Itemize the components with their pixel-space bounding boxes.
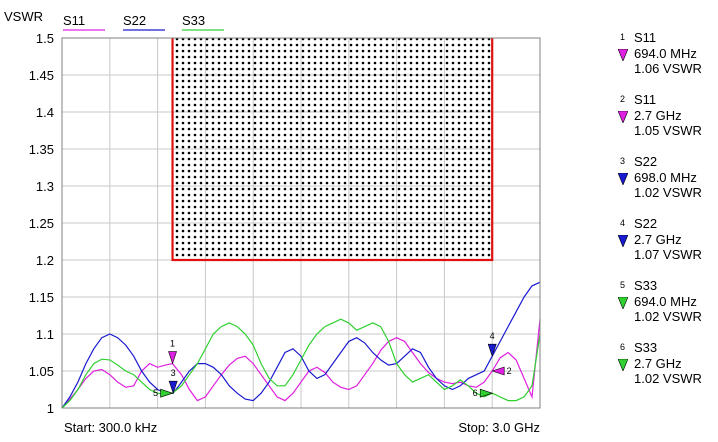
marker-triangle-icon [618, 49, 628, 61]
marker-table: 1 S11 694.0 MHz 1.06 VSWR 2 S11 2.7 GHz … [616, 30, 716, 402]
marker-5-label: 5 [153, 388, 158, 398]
plot-frame [61, 37, 541, 409]
stop-frequency-label: Stop: 3.0 GHz [458, 420, 540, 435]
marker-6-label: 6 [473, 388, 478, 398]
y-tick-label: 1 [47, 401, 54, 416]
marker-entry-6[interactable]: 6 S33 2.7 GHz 1.02 VSWR [616, 340, 716, 402]
y-tick-label: 1.5 [36, 31, 54, 46]
y-tick-label: 1.15 [29, 290, 54, 305]
marker-trace: S22 [634, 154, 658, 169]
y-tick-label: 1.2 [36, 253, 54, 268]
marker-frequency: 694.0 MHz [634, 46, 697, 61]
legend-label-s22: S22 [123, 13, 146, 28]
marker-frequency: 698.0 MHz [634, 170, 697, 185]
legend-item-s33[interactable]: S33 [182, 13, 224, 31]
markers: 1 2 3 4 5 6 [153, 331, 512, 398]
marker-4-label: 4 [490, 331, 495, 341]
marker-index: 5 [620, 280, 626, 290]
marker-trace: S11 [634, 92, 657, 107]
marker-triangle-icon [618, 297, 628, 309]
start-frequency-label: Start: 300.0 kHz [64, 420, 157, 435]
marker-trace: S22 [634, 216, 658, 231]
limit-mask-fill [172, 38, 493, 260]
legend-item-s11[interactable]: S11 [63, 13, 105, 31]
y-axis-label: VSWR [4, 9, 43, 24]
marker-entry-1[interactable]: 1 S11 694.0 MHz 1.06 VSWR [616, 30, 716, 92]
marker-frequency: 2.7 GHz [634, 232, 682, 247]
marker-value: 1.06 VSWR [634, 61, 702, 76]
y-tick-label: 1.25 [29, 216, 54, 231]
marker-triangle-icon [618, 111, 628, 123]
y-tick-label: 1.05 [29, 364, 54, 379]
y-tick-label: 1.1 [36, 327, 54, 342]
marker-1-label: 1 [170, 339, 175, 349]
marker-value: 1.05 VSWR [634, 123, 702, 138]
marker-entry-5[interactable]: 5 S33 694.0 MHz 1.02 VSWR [616, 278, 716, 340]
trace-s22 [61, 281, 541, 409]
marker-trace: S11 [634, 30, 657, 45]
trace-s33 [61, 318, 541, 409]
legend[interactable]: S11 S22 S33 [63, 13, 224, 31]
marker-frequency: 2.7 GHz [634, 356, 682, 371]
marker-2-icon [491, 366, 505, 376]
marker-index: 1 [620, 32, 626, 42]
legend-label-s11: S11 [63, 13, 85, 28]
marker-2-label: 2 [507, 366, 512, 376]
marker-entry-4[interactable]: 4 S22 2.7 GHz 1.07 VSWR [616, 216, 716, 278]
marker-value: 1.07 VSWR [634, 247, 702, 262]
marker-3-icon [168, 380, 178, 395]
marker-entry-3[interactable]: 3 S22 698.0 MHz 1.02 VSWR [616, 154, 716, 216]
marker-entry-2[interactable]: 2 S11 2.7 GHz 1.05 VSWR [616, 92, 716, 154]
marker-index: 2 [620, 94, 626, 104]
limit-line [171, 38, 494, 262]
marker-value: 1.02 VSWR [634, 185, 702, 200]
marker-3-label: 3 [171, 368, 176, 378]
legend-label-s33: S33 [182, 13, 205, 28]
legend-item-s22[interactable]: S22 [123, 13, 165, 31]
marker-trace: S33 [634, 278, 658, 293]
marker-value: 1.02 VSWR [634, 309, 702, 324]
marker-frequency: 694.0 MHz [634, 294, 697, 309]
marker-index: 6 [620, 342, 626, 352]
marker-value: 1.02 VSWR [634, 371, 702, 386]
marker-index: 3 [620, 156, 626, 166]
y-tick-label: 1.35 [29, 142, 54, 157]
traces [61, 281, 541, 409]
axes: 1.5 1.45 1.4 1.35 1.3 1.25 1.2 1.15 1.1 1.05 1 [29, 31, 541, 416]
marker-trace: S33 [634, 340, 658, 355]
y-tick-label: 1.3 [36, 179, 54, 194]
y-tick-label: 1.45 [29, 68, 54, 83]
marker-1-icon [168, 351, 177, 365]
marker-triangle-icon [618, 173, 628, 185]
marker-triangle-icon [618, 235, 628, 247]
marker-frequency: 2.7 GHz [634, 108, 682, 123]
marker-index: 4 [620, 218, 626, 228]
marker-6-icon [479, 388, 494, 398]
y-tick-label: 1.4 [36, 105, 54, 120]
marker-5-icon [160, 388, 174, 398]
marker-triangle-icon [618, 359, 628, 371]
limit-region [171, 38, 494, 262]
marker-4-icon [487, 343, 497, 358]
